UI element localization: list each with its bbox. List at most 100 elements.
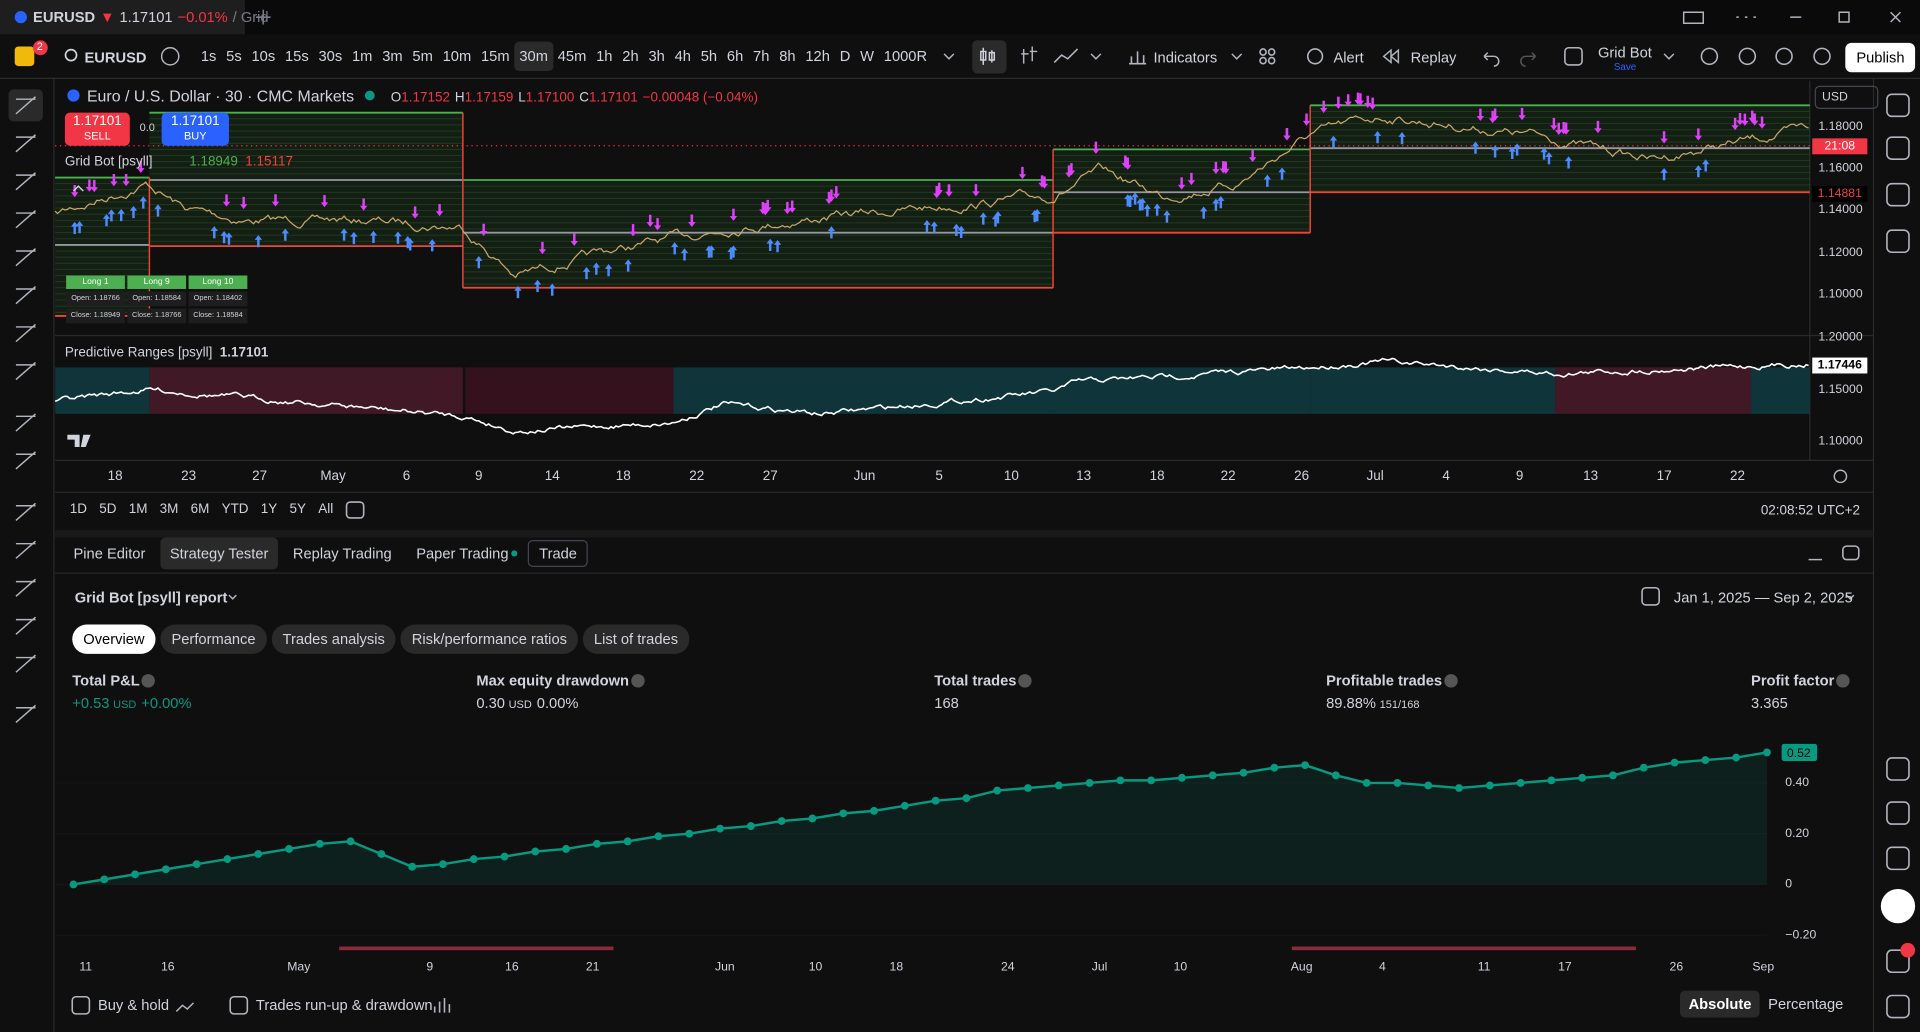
drawing-tool[interactable] xyxy=(15,654,36,673)
buy-hold-label[interactable]: Buy & hold xyxy=(97,996,170,1014)
templates-icon[interactable] xyxy=(1259,48,1267,56)
interval-button[interactable]: 3m xyxy=(382,47,403,65)
drawing-tool[interactable] xyxy=(15,248,36,267)
publish-button[interactable]: Publish xyxy=(1845,42,1916,73)
buy-hold-checkbox[interactable] xyxy=(71,995,91,1015)
sidebar-widget[interactable] xyxy=(1886,136,1910,160)
quick-search[interactable] xyxy=(1700,47,1719,66)
drawing-tool[interactable] xyxy=(15,134,36,153)
indicators-button[interactable]: Indicators xyxy=(1153,48,1218,67)
templates-icon[interactable] xyxy=(1259,56,1267,65)
sidebar-widget[interactable] xyxy=(1886,801,1910,825)
sidebar-widget[interactable] xyxy=(1886,994,1910,1019)
range-button[interactable]: 3M xyxy=(159,502,179,517)
runup-label[interactable]: Trades run-up & drawdown xyxy=(255,996,433,1014)
alert-button[interactable]: Alert xyxy=(1333,48,1364,67)
runup-checkbox[interactable] xyxy=(229,995,249,1015)
drawing-tool[interactable] xyxy=(15,172,36,191)
drawing-tool[interactable] xyxy=(15,540,36,559)
date-range[interactable]: Jan 1, 2025 — Sep 2, 2025 xyxy=(1673,588,1853,607)
window-btn[interactable] xyxy=(1682,11,1705,25)
buy-button[interactable]: 1.17101 BUY xyxy=(161,112,229,146)
go-to-date[interactable] xyxy=(345,501,365,519)
percentage-toggle[interactable]: Percentage xyxy=(1768,995,1844,1013)
panel-tab[interactable]: Paper Trading xyxy=(416,544,509,563)
interval-button[interactable]: 5h xyxy=(700,47,718,65)
range-button[interactable]: 6M xyxy=(190,502,210,517)
candle-icon[interactable] xyxy=(980,47,996,65)
fullscreen[interactable] xyxy=(1775,47,1793,66)
sidebar-widget[interactable] xyxy=(1886,949,1910,974)
drawing-tool[interactable] xyxy=(15,451,36,470)
snapshot[interactable] xyxy=(1813,47,1831,66)
drawing-tool[interactable] xyxy=(15,578,36,597)
maximize[interactable] xyxy=(1838,11,1850,23)
axis-settings[interactable] xyxy=(1833,469,1848,484)
sidebar-widget[interactable] xyxy=(1886,846,1910,871)
tab-title[interactable]: EURUSD ▼ 1.17101 −0.01% / Grid xyxy=(33,9,269,26)
interval-button[interactable]: 1m xyxy=(351,47,373,65)
interval-button[interactable]: 1h xyxy=(596,47,613,65)
interval-button[interactable]: 1s xyxy=(200,47,217,65)
interval-button[interactable]: 10s xyxy=(251,47,276,65)
symbol-search[interactable]: EURUSD xyxy=(84,48,147,67)
interval-button[interactable]: 30m xyxy=(514,41,553,72)
drawing-tool[interactable] xyxy=(15,210,36,229)
interval-button[interactable]: 10m xyxy=(442,47,472,65)
panel-maximize[interactable] xyxy=(1842,545,1860,561)
interval-button[interactable]: 8h xyxy=(779,47,796,65)
range-button[interactable]: 5D xyxy=(99,502,117,517)
panel-tab[interactable]: Trade xyxy=(528,540,589,567)
range-button[interactable]: YTD xyxy=(221,502,249,517)
range-button[interactable]: 1D xyxy=(69,502,88,517)
currency-select[interactable]: USD xyxy=(1814,85,1879,109)
bars-icon[interactable] xyxy=(1021,46,1038,64)
templates-icon[interactable] xyxy=(1267,48,1276,56)
report-subtab[interactable]: Trades analysis xyxy=(271,624,396,654)
drawing-tool[interactable] xyxy=(15,704,36,724)
report-subtab[interactable]: Overview xyxy=(72,624,156,654)
drawing-tool[interactable] xyxy=(15,361,36,381)
panel-tab[interactable]: Strategy Tester xyxy=(160,537,279,570)
close[interactable] xyxy=(1890,11,1901,23)
calendar-icon[interactable] xyxy=(1641,586,1660,606)
range-button[interactable]: All xyxy=(318,502,334,517)
layout-icon[interactable] xyxy=(1564,46,1583,66)
collapse-legend[interactable] xyxy=(72,185,84,192)
interval-button[interactable]: 5s xyxy=(226,47,242,65)
report-title[interactable]: Grid Bot [psyll] report xyxy=(74,588,228,607)
panel-tab[interactable]: Pine Editor xyxy=(73,544,146,563)
line-icon[interactable] xyxy=(1053,48,1079,64)
absolute-toggle[interactable]: Absolute xyxy=(1680,990,1761,1018)
sell-button[interactable]: 1.17101 SELL xyxy=(64,112,130,146)
settings[interactable] xyxy=(1738,47,1757,66)
drawing-tool[interactable] xyxy=(15,285,36,305)
drawing-tool[interactable] xyxy=(15,323,36,343)
drawing-tool[interactable] xyxy=(15,616,36,635)
report-subtab[interactable]: Performance xyxy=(160,624,267,654)
drawing-tool[interactable] xyxy=(15,502,36,521)
interval-button[interactable]: 45m xyxy=(557,47,587,65)
sidebar-widget[interactable] xyxy=(1886,182,1910,207)
compare-btn[interactable] xyxy=(160,47,180,66)
replay-button[interactable]: Replay xyxy=(1410,48,1457,67)
undo[interactable] xyxy=(1483,52,1500,67)
drawing-tool[interactable] xyxy=(15,413,36,432)
layout-name[interactable]: Grid Bot xyxy=(1597,44,1652,62)
interval-button[interactable]: 15s xyxy=(284,47,309,65)
report-subtab[interactable]: Risk/performance ratios xyxy=(400,624,578,654)
interval-button[interactable]: 3h xyxy=(648,47,665,65)
sidebar-widget[interactable] xyxy=(1886,93,1910,118)
interval-button[interactable]: D xyxy=(839,47,851,65)
redo[interactable] xyxy=(1520,52,1537,67)
report-subtab[interactable]: List of trades xyxy=(582,624,690,654)
interval-button[interactable]: 12h xyxy=(805,47,830,65)
drawing-tool[interactable] xyxy=(15,96,36,115)
sidebar-widget[interactable] xyxy=(1886,229,1910,254)
range-button[interactable]: 5Y xyxy=(289,502,307,517)
interval-button[interactable]: 15m xyxy=(480,47,510,65)
interval-button[interactable]: 2h xyxy=(622,47,639,65)
interval-button[interactable]: 1000R xyxy=(883,47,928,65)
active-widget[interactable] xyxy=(1880,888,1916,924)
interval-button[interactable]: 30s xyxy=(318,47,343,65)
